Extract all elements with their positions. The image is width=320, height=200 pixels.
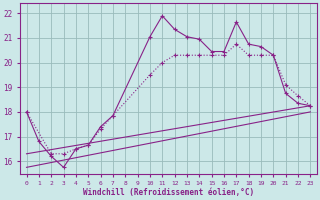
X-axis label: Windchill (Refroidissement éolien,°C): Windchill (Refroidissement éolien,°C) xyxy=(83,188,254,197)
